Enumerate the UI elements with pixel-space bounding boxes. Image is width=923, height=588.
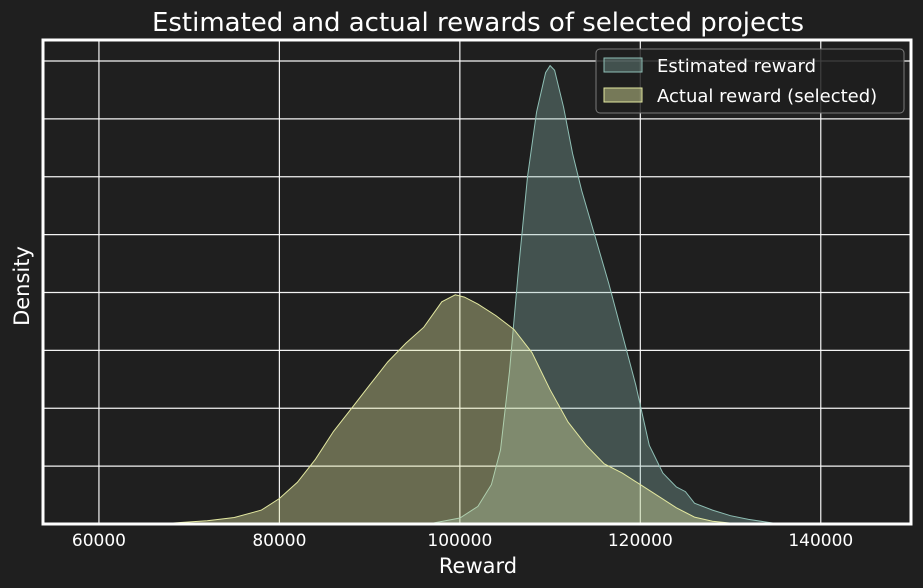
x-tick-labels: 60000 80000 100000 120000 140000 <box>72 531 853 551</box>
plot-frame <box>41 38 913 526</box>
legend-swatch-actual <box>603 87 643 103</box>
x-tick-label: 60000 <box>72 531 126 551</box>
x-tick-label: 140000 <box>788 531 853 551</box>
series-estimated-reward <box>414 64 781 525</box>
legend-label-actual: Actual reward (selected) <box>657 86 877 107</box>
y-axis-label: Density <box>10 246 34 326</box>
x-tick-label: 100000 <box>427 531 492 551</box>
legend: Estimated reward Actual reward (selected… <box>595 48 905 114</box>
x-tick-label: 80000 <box>252 531 306 551</box>
legend-frame <box>595 48 905 114</box>
x-axis-label: Reward <box>439 554 517 578</box>
chart-title: Estimated and actual rewards of selected… <box>152 8 804 38</box>
legend-swatch-estimated <box>603 57 643 73</box>
series-layer <box>153 64 781 525</box>
series-actual-reward <box>153 294 740 525</box>
legend-label-estimated: Estimated reward <box>657 56 816 77</box>
x-tick-label: 120000 <box>608 531 673 551</box>
